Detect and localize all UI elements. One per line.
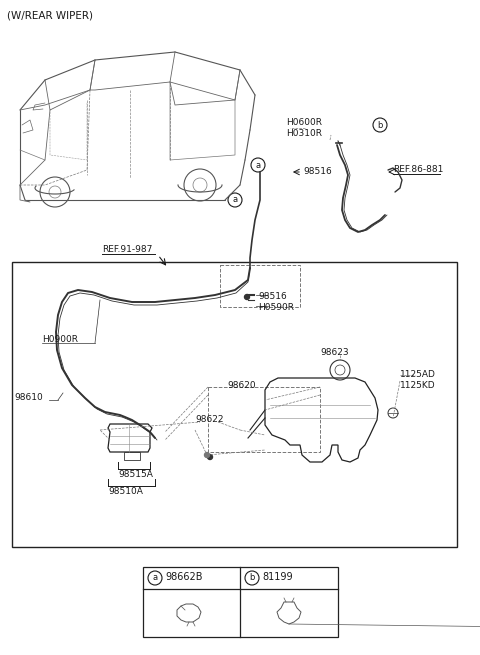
Text: a: a <box>153 574 157 582</box>
Text: 98510A: 98510A <box>108 487 143 496</box>
Bar <box>12 262 457 547</box>
Text: a: a <box>232 195 238 204</box>
Text: 1125KD: 1125KD <box>400 381 436 390</box>
Text: 98662B: 98662B <box>165 572 203 582</box>
Circle shape <box>204 453 209 457</box>
Text: a: a <box>255 160 261 170</box>
Bar <box>220 265 300 307</box>
Text: H0590R: H0590R <box>258 303 294 312</box>
Circle shape <box>207 455 213 460</box>
Bar <box>143 567 338 637</box>
Text: H0310R: H0310R <box>286 129 322 138</box>
Text: 98623: 98623 <box>320 348 348 357</box>
Text: REF.86-881: REF.86-881 <box>393 165 444 174</box>
Text: b: b <box>377 121 383 130</box>
Bar <box>124 452 140 460</box>
Text: 98620: 98620 <box>227 381 256 390</box>
Text: 98622: 98622 <box>195 415 224 424</box>
Circle shape <box>244 295 250 299</box>
Text: 98515A: 98515A <box>118 470 153 479</box>
Text: H0600R: H0600R <box>286 118 322 127</box>
Bar <box>208 387 320 452</box>
Text: REF.91-987: REF.91-987 <box>102 245 152 254</box>
Text: (W/REAR WIPER): (W/REAR WIPER) <box>7 10 93 20</box>
Text: 98610: 98610 <box>14 393 43 402</box>
Text: 98516: 98516 <box>303 167 332 176</box>
Text: H0900R: H0900R <box>42 335 78 344</box>
Text: b: b <box>249 574 255 582</box>
Text: 81199: 81199 <box>262 572 293 582</box>
Text: 98516: 98516 <box>258 292 287 301</box>
Text: 1125AD: 1125AD <box>400 370 436 379</box>
